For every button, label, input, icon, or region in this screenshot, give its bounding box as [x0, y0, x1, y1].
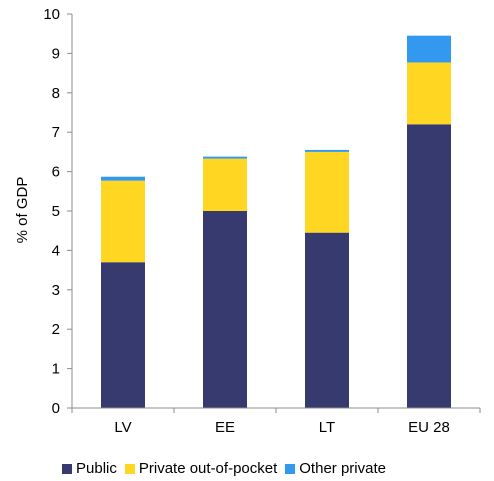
legend-swatch-other-private [285, 463, 296, 474]
legend: Public Private out-of-pocket Other priva… [62, 460, 394, 477]
y-tick-label-1: 1 [52, 361, 60, 378]
bar-lt-other-private [305, 149, 349, 152]
y-tick-label-7: 7 [52, 124, 60, 141]
legend-item-other-private: Other private [285, 460, 386, 477]
x-tick-label-lt: LT [319, 419, 335, 436]
bar-ee-public [203, 211, 247, 408]
axes-group: LV EE LT EU 28 0 1 2 3 4 5 6 7 8 9 10 [43, 6, 481, 436]
legend-label-private-out-of-pocket: Private out-of-pocket [138, 460, 278, 477]
bar-lv-public [101, 262, 145, 408]
bar-lv-private-out-of-pocket [101, 180, 145, 263]
bar-eu-28-other-private [407, 35, 451, 63]
legend-swatch-private-out-of-pocket [124, 463, 135, 474]
x-tick-label-eu-28: EU 28 [408, 419, 450, 436]
x-tick-label-lv: LV [114, 419, 131, 436]
legend-label-other-private: Other private [299, 460, 386, 477]
bar-eu-28-public [407, 124, 451, 408]
y-tick-label-9: 9 [52, 45, 60, 62]
y-tick-label-3: 3 [52, 282, 60, 299]
x-tick-label-ee: EE [215, 419, 235, 436]
bar-lv-other-private [101, 176, 145, 181]
bar-lt-private-out-of-pocket [305, 151, 349, 233]
y-tick-label-6: 6 [52, 164, 60, 181]
legend-item-public: Public [62, 460, 117, 477]
bar-ee-other-private [203, 156, 247, 159]
y-axis-title: % of GDP [14, 177, 31, 244]
y-tick-label-2: 2 [52, 321, 60, 338]
y-tick-label-5: 5 [52, 203, 60, 220]
y-tick-label-4: 4 [52, 242, 60, 259]
legend-label-public: Public [76, 460, 117, 477]
y-tick-label-0: 0 [52, 400, 60, 417]
y-tick-label-10: 10 [43, 6, 60, 23]
legend-swatch-public [62, 463, 72, 474]
bars-group [101, 35, 451, 408]
y-tick-label-8: 8 [52, 85, 60, 102]
bar-ee-private-out-of-pocket [203, 158, 247, 211]
bar-eu-28-private-out-of-pocket [407, 62, 451, 125]
legend-item-private-out-of-pocket: Private out-of-pocket [124, 460, 278, 477]
bar-lt-public [305, 232, 349, 408]
